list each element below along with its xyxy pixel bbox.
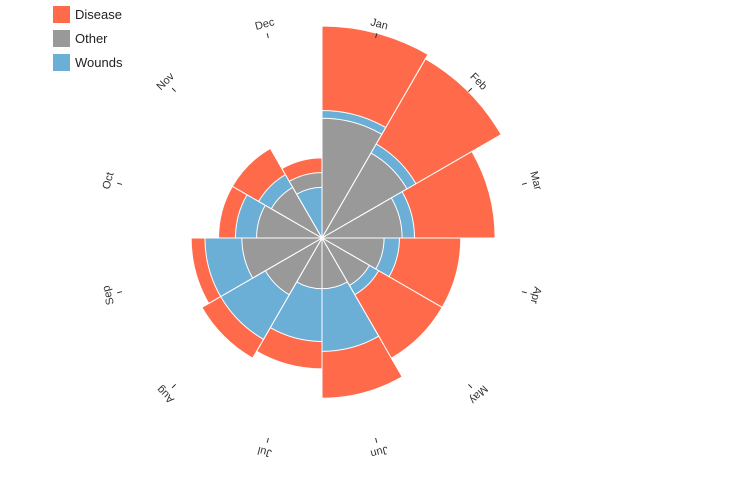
month-tick-dec <box>266 33 269 39</box>
legend-item-disease: Disease <box>53 6 122 23</box>
month-label-sep: Sep <box>100 284 117 306</box>
month-tick-may <box>468 384 473 389</box>
month-tick-mar <box>521 182 527 185</box>
month-label-jan: Jan <box>369 16 389 32</box>
month-label-dec: Dec <box>254 16 276 33</box>
month-tick-oct <box>117 182 123 185</box>
month-tick-jun <box>375 437 378 443</box>
month-label-jun: Jun <box>369 443 389 459</box>
legend-label-other: Other <box>75 31 108 46</box>
month-label-apr: Apr <box>527 285 543 305</box>
month-tick-sep <box>117 291 123 294</box>
month-tick-aug <box>171 384 176 389</box>
legend: Disease Other Wounds <box>53 6 123 71</box>
month-label-mar: Mar <box>527 170 544 192</box>
month-tick-feb <box>468 87 473 92</box>
legend-swatch-other <box>53 30 70 47</box>
month-tick-jan <box>375 33 378 39</box>
wedges <box>190 25 502 399</box>
legend-swatch-disease <box>53 6 70 23</box>
legend-item-wounds: Wounds <box>53 54 123 71</box>
month-tick-nov <box>171 87 176 92</box>
month-tick-jul <box>266 437 269 443</box>
month-label-jul: Jul <box>256 444 273 459</box>
month-label-oct: Oct <box>101 171 117 191</box>
legend-item-other: Other <box>53 30 108 47</box>
month-tick-apr <box>521 291 527 294</box>
legend-label-disease: Disease <box>75 7 122 22</box>
wedge-wounds-dec <box>295 186 323 240</box>
legend-label-wounds: Wounds <box>75 55 123 70</box>
legend-swatch-wounds <box>53 54 70 71</box>
